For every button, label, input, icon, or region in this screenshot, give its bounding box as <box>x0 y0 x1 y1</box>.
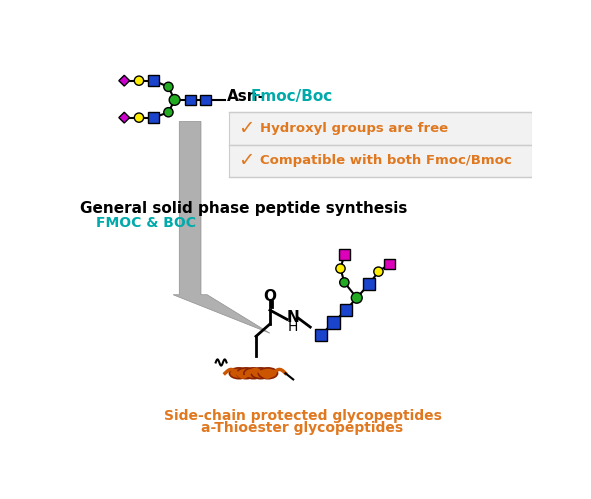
Circle shape <box>164 82 173 91</box>
Text: FMOC & BOC: FMOC & BOC <box>96 216 196 230</box>
Text: N: N <box>287 310 300 325</box>
Bar <box>229 145 532 177</box>
Bar <box>148 112 159 123</box>
Bar <box>339 250 350 260</box>
Bar <box>315 329 327 341</box>
Bar <box>148 75 159 86</box>
Text: General solid phase peptide synthesis: General solid phase peptide synthesis <box>80 201 407 216</box>
Text: Hydroxyl groups are free: Hydroxyl groups are free <box>260 122 448 135</box>
Ellipse shape <box>229 368 249 379</box>
Bar <box>185 94 196 105</box>
Polygon shape <box>173 121 270 333</box>
Text: O: O <box>264 289 277 304</box>
Ellipse shape <box>244 368 263 379</box>
Bar <box>327 316 340 329</box>
Bar <box>363 278 375 290</box>
Text: ✓: ✓ <box>238 151 254 170</box>
Text: Asn-: Asn- <box>228 89 265 104</box>
Bar <box>340 304 352 316</box>
Polygon shape <box>119 112 129 123</box>
Circle shape <box>374 267 383 276</box>
Circle shape <box>134 76 144 85</box>
Circle shape <box>336 264 345 273</box>
Bar <box>384 258 395 269</box>
Text: a-Thioester glycopeptides: a-Thioester glycopeptides <box>202 421 404 435</box>
Circle shape <box>164 108 173 117</box>
Text: Side-chain protected glycopeptides: Side-chain protected glycopeptides <box>164 409 441 423</box>
Bar <box>200 94 211 105</box>
Ellipse shape <box>236 368 256 379</box>
Text: Compatible with both Fmoc/Bmoc: Compatible with both Fmoc/Bmoc <box>260 154 512 167</box>
Circle shape <box>169 94 180 105</box>
Bar <box>229 112 532 145</box>
Circle shape <box>351 292 362 303</box>
Text: Fmoc/Boc: Fmoc/Boc <box>251 89 333 104</box>
Circle shape <box>134 113 144 122</box>
Polygon shape <box>119 75 129 86</box>
Text: H: H <box>288 320 298 334</box>
Text: ✓: ✓ <box>238 119 254 138</box>
Ellipse shape <box>251 368 270 379</box>
Ellipse shape <box>258 368 278 379</box>
Circle shape <box>340 278 349 287</box>
